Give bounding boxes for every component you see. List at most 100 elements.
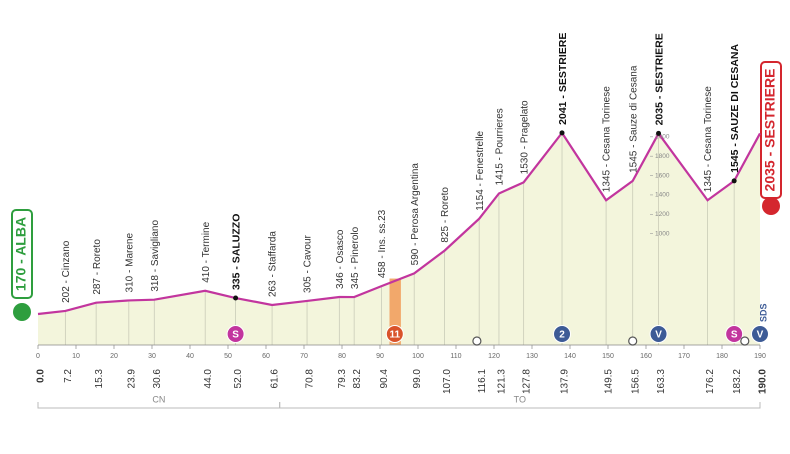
point-label: 410 - Termine — [201, 221, 212, 282]
km-label: 137.9 — [560, 369, 571, 394]
point-label: 458 - Ins. ss.23 — [377, 209, 388, 278]
small-marker — [740, 336, 750, 346]
y-tick-label: 1200 — [655, 211, 670, 218]
km-label: 30.6 — [152, 369, 163, 389]
point-label: 825 - Roreto — [440, 187, 451, 243]
region-bracket — [279, 402, 761, 409]
point-dot — [559, 130, 565, 136]
x-tick-label: 50 — [224, 353, 232, 360]
profile-fill — [38, 132, 760, 345]
x-tick-label: 140 — [564, 353, 576, 360]
x-tick-label: 60 — [262, 353, 270, 360]
point-label: 590 - Perosa Argentina — [410, 163, 421, 266]
x-tick-label: 30 — [148, 353, 156, 360]
km-marker — [226, 325, 245, 343]
x-tick-label: 150 — [602, 353, 614, 360]
km-label: 183.2 — [732, 369, 743, 394]
x-tick-label: 120 — [488, 353, 500, 360]
finish-icon — [762, 197, 780, 215]
finish-label: 2035 - SESTRIERE — [762, 69, 778, 192]
point-dot — [656, 130, 662, 136]
km-marker-label: 11 — [390, 330, 401, 341]
point-label: 1530 - Pragelato — [519, 100, 530, 174]
start-icon — [13, 303, 31, 321]
point-dot — [233, 295, 239, 301]
x-tick-label: 160 — [640, 353, 652, 360]
x-tick-label: 70 — [300, 353, 308, 360]
point-label: 202 - Cinzano — [61, 240, 72, 303]
point-label: 1415 - Pourrieres — [495, 108, 506, 185]
point-label: 335 - SALUZZO — [230, 214, 242, 290]
start-label: 170 - ALBA — [13, 217, 29, 291]
x-tick-label: 40 — [186, 353, 194, 360]
km-label: 121.3 — [497, 369, 508, 394]
km-label: 156.5 — [630, 369, 641, 394]
point-label: 346 - Osasco — [335, 229, 346, 289]
small-marker — [472, 336, 482, 346]
start-box — [11, 209, 33, 299]
point-label: 1345 - Cesana Torinese — [703, 86, 714, 192]
km-label: 116.1 — [477, 369, 488, 394]
region-label: TO — [514, 394, 526, 404]
km-label: 99.0 — [412, 369, 423, 389]
km-label: 23.9 — [126, 369, 137, 389]
km-label: 44.0 — [203, 369, 214, 389]
km-label: 83.2 — [352, 369, 363, 389]
point-dot — [731, 178, 737, 184]
profile-line — [37, 130, 761, 316]
x-tick-label: 90 — [376, 353, 384, 360]
x-tick-label: 10 — [72, 353, 80, 360]
km-marker — [385, 325, 404, 343]
km-label: 15.3 — [94, 369, 105, 389]
region-label: CN — [152, 394, 165, 404]
point-label: 1545 - Sauze di Cesana — [628, 65, 639, 173]
km-marker-label: V — [655, 330, 662, 341]
y-tick-label: 1400 — [655, 192, 670, 199]
feed-zone — [389, 278, 401, 345]
x-tick-label: 190 — [754, 353, 766, 360]
km-label: 79.3 — [337, 369, 348, 389]
km-label: 52.0 — [233, 369, 244, 389]
y-tick-label: 2000 — [655, 134, 670, 141]
point-label: 345 - Pinerolo — [350, 226, 361, 289]
point-label: 2035 - SESTRIERE — [653, 33, 665, 125]
km-marker-label: V — [757, 330, 764, 341]
y-tick-label: 1000 — [655, 230, 670, 237]
point-label: 1154 - Fenestrelle — [475, 130, 486, 210]
km-label: 127.8 — [521, 369, 532, 394]
km-label: 70.8 — [305, 369, 316, 389]
km-marker-label: S — [232, 330, 239, 341]
x-tick-label: 100 — [412, 353, 424, 360]
point-label: 263 - Staffarda — [268, 231, 279, 297]
km-label: 61.6 — [270, 369, 281, 389]
km-marker-label: 2 — [559, 330, 565, 341]
point-label: 2041 - SESTRIERE — [557, 33, 569, 125]
x-tick-label: 130 — [526, 353, 538, 360]
km-marker — [751, 325, 769, 343]
point-label: 305 - Cavour — [303, 234, 314, 292]
y-tick-label: 1600 — [655, 172, 670, 179]
km-label: 176.2 — [705, 369, 716, 394]
x-tick-label: 170 — [678, 353, 690, 360]
point-label: 287 - Roreto — [92, 239, 103, 295]
x-tick-label: 0 — [36, 353, 40, 360]
x-tick-label: 110 — [450, 353, 461, 360]
km-label: 190.0 — [758, 369, 769, 394]
km-marker — [649, 325, 668, 343]
km-label: 163.3 — [656, 369, 667, 394]
point-label: 1545 - SAUZE DI CESANA — [729, 44, 741, 173]
km-marker — [553, 325, 572, 343]
small-marker — [628, 336, 638, 346]
y-tick-label: 1800 — [655, 153, 670, 160]
finish-note: SDS — [758, 303, 768, 322]
x-tick-label: 180 — [716, 353, 728, 360]
x-tick-label: 20 — [110, 353, 118, 360]
km-marker-label: S — [731, 330, 738, 341]
km-label: 7.2 — [63, 369, 74, 383]
km-label: 149.5 — [604, 369, 615, 394]
km-marker — [725, 325, 744, 343]
km-label: 0.0 — [36, 369, 47, 383]
point-label: 310 - Marene — [124, 233, 135, 293]
point-label: 318 - Savigliano — [150, 220, 161, 292]
